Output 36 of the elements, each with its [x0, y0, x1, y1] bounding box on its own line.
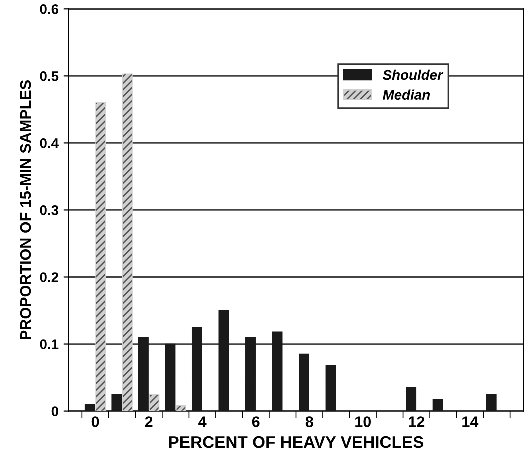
bar	[406, 387, 417, 412]
y-axis-title: PROPORTION OF 15-MIN SAMPLES	[20, 80, 32, 340]
x-tick-label: 10	[356, 416, 372, 428]
bar	[326, 365, 336, 412]
y-tick-label: 0.3	[40, 206, 59, 216]
bar	[165, 344, 176, 412]
bar	[84, 404, 96, 412]
y-tick-label: 0.1	[40, 340, 59, 350]
bar	[138, 337, 149, 412]
x-tick-label: 12	[409, 416, 425, 428]
bar	[122, 74, 133, 412]
x-tick-label: 14	[462, 416, 479, 428]
y-tick-label: 0	[52, 406, 58, 416]
y-tick-label: 0.4	[40, 138, 59, 148]
legend-label: Median	[383, 90, 430, 100]
bar	[176, 406, 186, 412]
bar	[192, 327, 202, 412]
x-tick-label: 0	[92, 416, 100, 428]
bar	[272, 332, 283, 412]
x-tick-label: 2	[145, 416, 153, 428]
bar	[299, 354, 310, 412]
x-tick-label: 8	[306, 416, 314, 428]
y-tick-label: 0.5	[40, 72, 59, 82]
legend-label: Shoulder	[382, 70, 444, 80]
y-tick-label: 0.2	[40, 272, 58, 282]
y-tick-label: 0.6	[40, 4, 59, 14]
bar	[218, 310, 230, 412]
x-tick-label: 6	[252, 416, 260, 428]
bar	[432, 399, 444, 412]
bar	[149, 394, 160, 412]
bar	[96, 102, 106, 412]
x-tick-label: 4	[198, 416, 207, 428]
bar	[486, 394, 497, 412]
bar	[112, 394, 122, 412]
bar	[246, 337, 256, 412]
x-axis-title: PERCENT OF HEAVY VEHICLES	[169, 436, 424, 448]
